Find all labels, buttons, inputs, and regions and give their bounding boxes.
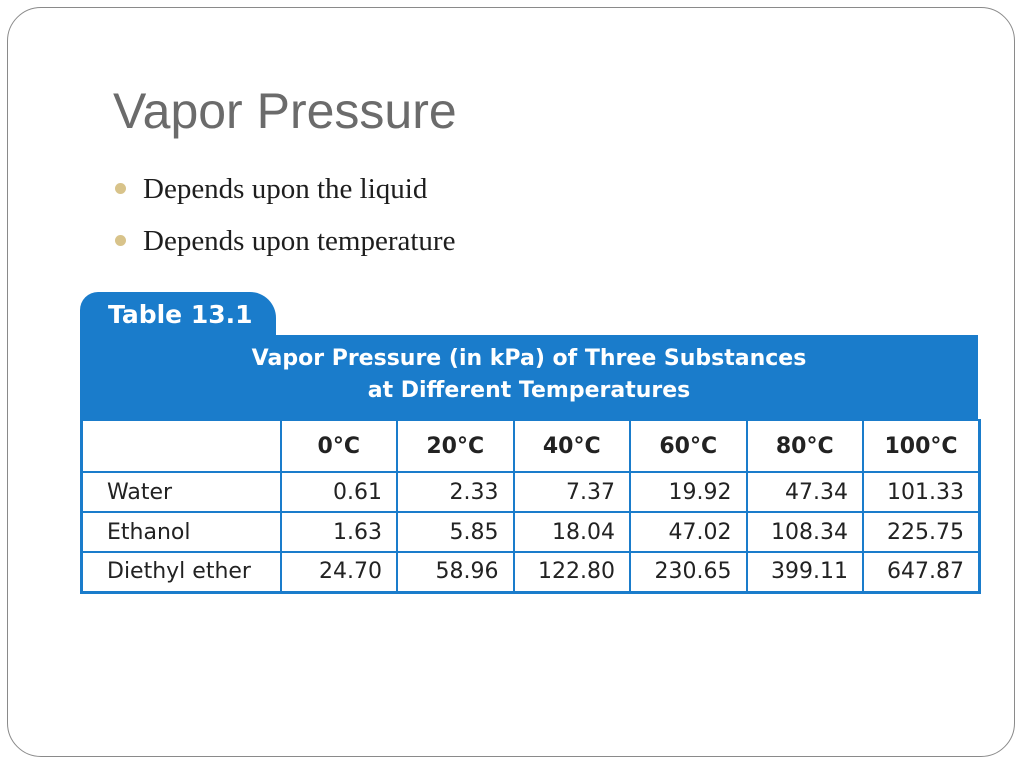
table-cell: 108.34 (745, 511, 864, 553)
table-cell: 2.33 (396, 471, 515, 513)
table-caption-line: at Different Temperatures (367, 378, 691, 403)
vapor-pressure-table: 0°C 20°C 40°C 60°C 80°C 100°C Water 0.61… (80, 419, 981, 594)
table-header-cell: 60°C (629, 419, 748, 473)
table-cell: 47.02 (629, 511, 748, 553)
substance-name-cell: Ethanol (80, 511, 282, 553)
table-cell: 18.04 (512, 511, 631, 553)
table-cell: 399.11 (745, 551, 864, 594)
table-cell: 5.85 (396, 511, 515, 553)
table-cell: 47.34 (745, 471, 864, 513)
table-row: Water 0.61 2.33 7.37 19.92 47.34 101.33 (80, 471, 981, 513)
table-header-cell: 20°C (396, 419, 515, 473)
table-cell: 230.65 (629, 551, 748, 594)
table-cell: 1.63 (279, 511, 398, 553)
table-caption: Vapor Pressure (in kPa) of Three Substan… (80, 335, 978, 419)
table-header-cell: 100°C (862, 419, 981, 473)
table-row: Ethanol 1.63 5.85 18.04 47.02 108.34 225… (80, 511, 981, 553)
bullet-text: Depends upon the liquid (143, 173, 428, 205)
table-cell: 19.92 (629, 471, 748, 513)
bullet-dot-icon (115, 183, 126, 194)
table-cell: 101.33 (862, 471, 981, 513)
bullet-list: Depends upon the liquid Depends upon tem… (115, 172, 455, 276)
table-cell: 122.80 (512, 551, 631, 594)
table-cell: 7.37 (512, 471, 631, 513)
substance-name-cell: Diethyl ether (80, 551, 282, 594)
table-header-cell (80, 419, 282, 473)
slide-title: Vapor Pressure (113, 83, 457, 139)
bullet-item: Depends upon the liquid (115, 172, 455, 224)
bullet-dot-icon (115, 235, 126, 246)
table-header-row: 0°C 20°C 40°C 60°C 80°C 100°C (80, 419, 981, 473)
bullet-item: Depends upon temperature (115, 224, 455, 276)
table-cell: 0.61 (279, 471, 398, 513)
table-cell: 58.96 (396, 551, 515, 594)
table-cell: 647.87 (862, 551, 981, 594)
table-cell: 225.75 (862, 511, 981, 553)
bullet-text: Depends upon temperature (143, 225, 456, 257)
table-cell: 24.70 (279, 551, 398, 594)
table-header-cell: 0°C (279, 419, 398, 473)
table-row: Diethyl ether 24.70 58.96 122.80 230.65 … (80, 551, 981, 594)
substance-name-cell: Water (80, 471, 282, 513)
table-header-cell: 40°C (512, 419, 631, 473)
table-header-cell: 80°C (745, 419, 864, 473)
table-tab-label: Table 13.1 (80, 292, 276, 338)
table-caption-line: Vapor Pressure (in kPa) of Three Substan… (251, 346, 807, 371)
